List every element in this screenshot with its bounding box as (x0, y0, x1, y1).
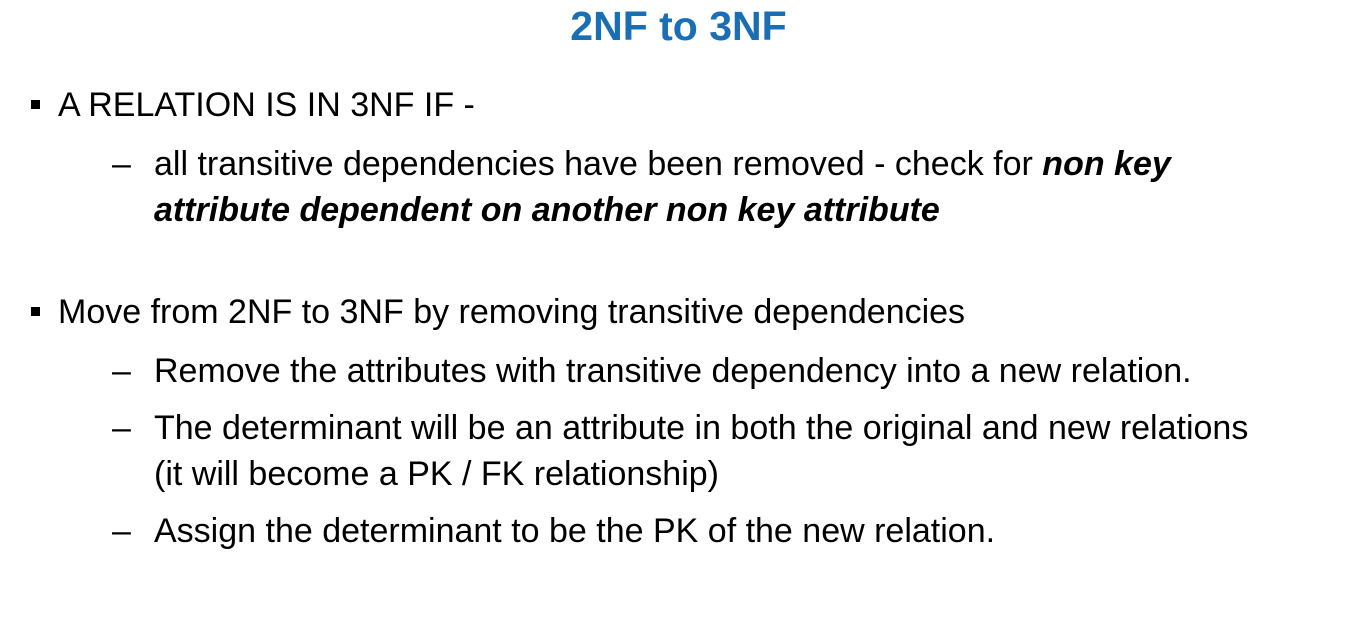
bullet-item-1: A RELATION IS IN 3NF IF - (31, 85, 475, 125)
sub-item-2-1: – Remove the attributes with transitive … (112, 348, 1352, 394)
sub-item-text: Assign the determinant to be the PK of t… (154, 512, 996, 550)
sub-item-1-1: – all transitive dependencies have been … (112, 141, 1312, 233)
sub-item-text: all transitive dependencies have been re… (154, 141, 1312, 233)
bullet-text: A RELATION IS IN 3NF IF - (58, 86, 475, 124)
dash-icon: – (112, 409, 131, 447)
bullet-item-2: Move from 2NF to 3NF by removing transit… (31, 292, 965, 332)
square-bullet-icon (31, 306, 40, 316)
sub-item-text: Remove the attributes with transitive de… (154, 352, 1192, 390)
sub-item-2-2: – The determinant will be an attribute i… (112, 405, 1252, 497)
emphasis-text: non key attribute dependent on another n… (154, 145, 1171, 229)
dash-icon: – (112, 352, 131, 390)
slide-title: 2NF to 3NF (570, 3, 787, 49)
sub-item-2-3: – Assign the determinant to be the PK of… (112, 508, 1312, 554)
sub-item-text: The determinant will be an attribute in … (154, 409, 1249, 493)
dash-icon: – (112, 145, 131, 183)
bullet-text: Move from 2NF to 3NF by removing transit… (58, 293, 966, 331)
square-bullet-icon (31, 99, 40, 109)
dash-icon: – (112, 512, 131, 550)
sub-item-plain-text: all transitive dependencies have been re… (154, 145, 1043, 183)
